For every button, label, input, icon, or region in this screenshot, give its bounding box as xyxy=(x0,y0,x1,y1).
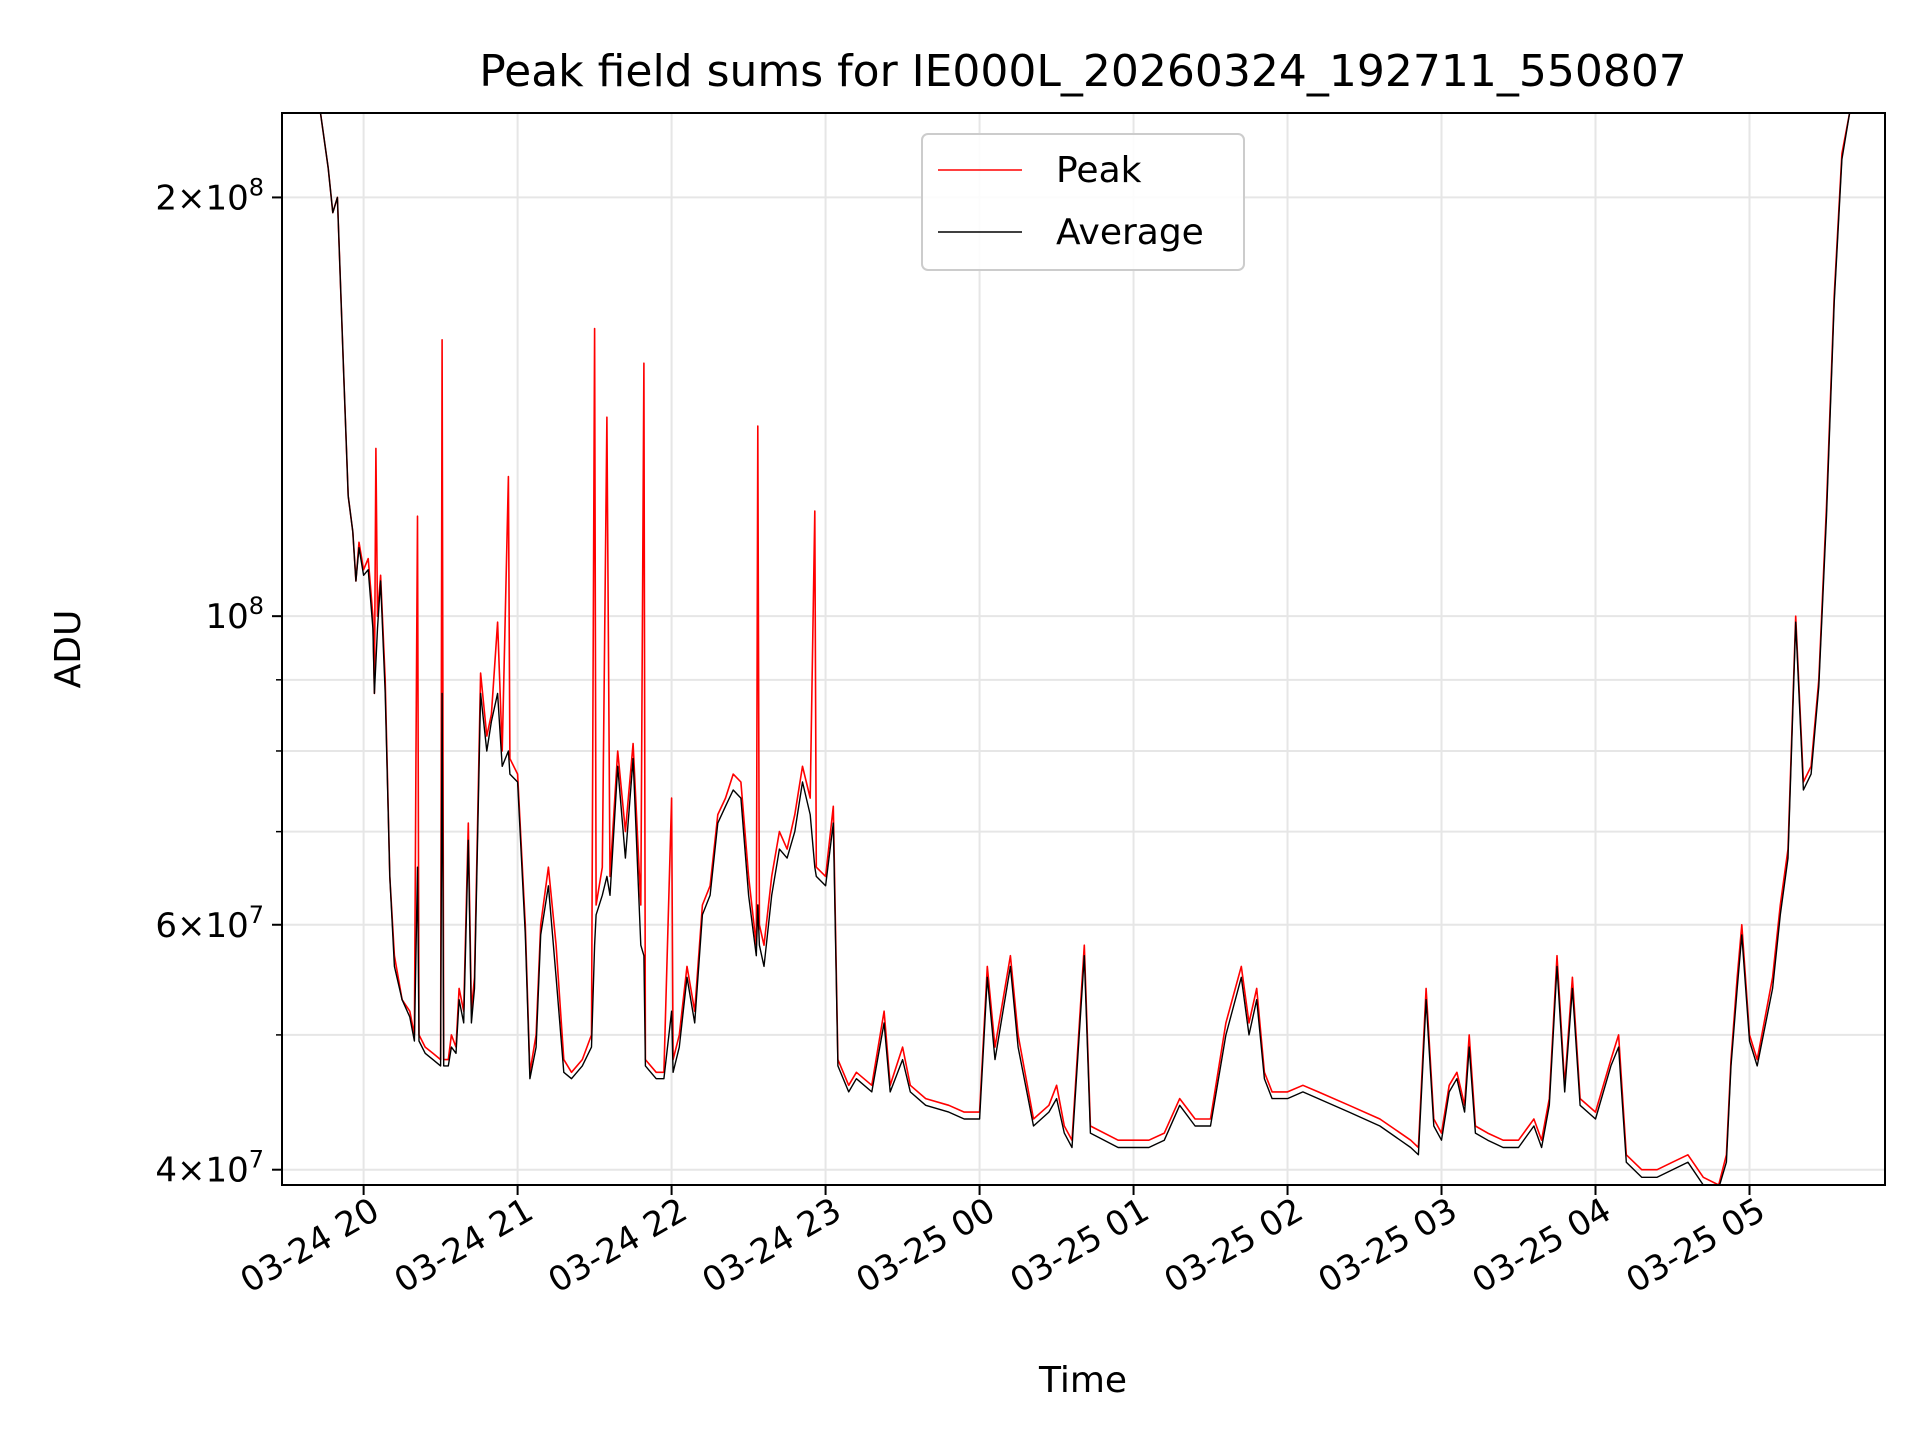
y-tick-mantissa: 2×10 xyxy=(155,178,248,218)
plot-lines xyxy=(282,113,1885,1185)
legend-label-peak: Peak xyxy=(1056,150,1142,191)
chart-title: Peak field sums for IE000L_20260324_1927… xyxy=(479,46,1687,97)
y-tick-exponent: 8 xyxy=(249,592,264,620)
y-tick-exponent: 7 xyxy=(249,901,264,929)
y-tick-label: 108 xyxy=(205,592,264,637)
y-tick-label: 4×107 xyxy=(155,1146,264,1191)
y-tick-label: 2×108 xyxy=(155,173,264,218)
y-axis-title: ADU xyxy=(48,610,89,689)
y-tick-mantissa: 4×10 xyxy=(155,1151,248,1191)
y-tick-exponent: 8 xyxy=(249,173,264,201)
x-axis-title: Time xyxy=(1038,1360,1127,1401)
y-tick-mantissa: 6×10 xyxy=(155,906,248,946)
legend-box xyxy=(921,133,1245,271)
y-tick-exponent: 7 xyxy=(249,1146,264,1174)
y-tick-label: 6×107 xyxy=(155,901,264,946)
series-line-average xyxy=(282,113,1885,1185)
y-tick-base: 10 xyxy=(205,597,248,637)
plot-frame xyxy=(281,112,1886,1186)
legend-label-average: Average xyxy=(1056,212,1204,253)
legend: Peak Average xyxy=(921,133,1245,271)
